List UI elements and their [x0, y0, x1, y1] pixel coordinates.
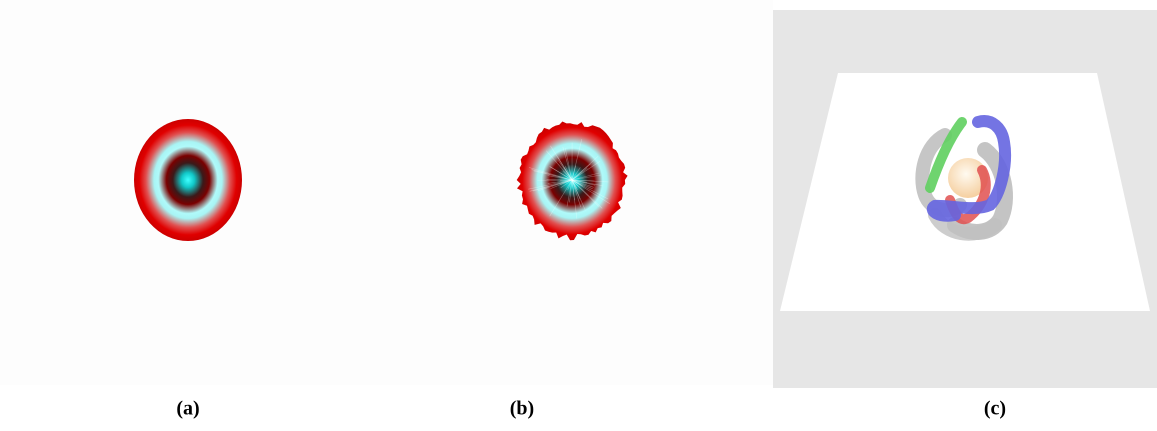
noise-ray	[549, 179, 573, 217]
noise-ray	[571, 179, 603, 209]
noise-ray	[571, 179, 581, 200]
noise-ray	[571, 165, 576, 181]
noise-ray	[550, 166, 573, 181]
noise-ray	[571, 174, 602, 181]
noise-ray	[565, 148, 573, 181]
noise-ray	[571, 179, 578, 189]
noise-ray	[528, 179, 573, 190]
knot	[915, 115, 1013, 241]
noise-ray	[550, 179, 573, 189]
noise-ray	[547, 175, 573, 181]
noise-ray	[571, 179, 593, 190]
noise-ray	[571, 139, 583, 181]
noise-ray	[571, 179, 596, 186]
noise-ray	[562, 146, 573, 181]
noise-ray	[571, 163, 591, 181]
noise-ray	[532, 179, 573, 192]
caption-b: (b)	[510, 398, 534, 420]
noise-ray	[537, 179, 573, 192]
noise-ray	[562, 170, 573, 181]
noise-ray	[531, 169, 573, 181]
noise-ray	[571, 179, 578, 219]
noise-ray	[571, 156, 599, 181]
noise-ray	[566, 179, 573, 207]
noise-ray	[571, 179, 582, 208]
noise-ray	[571, 179, 594, 188]
noise-ray	[567, 179, 573, 191]
noise-ray	[571, 179, 578, 191]
noise-ray	[564, 165, 573, 181]
noise-ray	[557, 156, 573, 181]
noise-ray	[571, 179, 588, 183]
noise-ray	[558, 160, 573, 181]
noise-ray	[571, 167, 581, 181]
noise-ray	[560, 179, 573, 185]
noise-ray	[529, 179, 573, 192]
noise-ray	[571, 179, 586, 211]
noise-ray	[560, 179, 573, 189]
noise-ray	[571, 179, 583, 187]
ring-pattern-noisy	[516, 121, 628, 241]
noise-ray	[563, 166, 573, 181]
noise-ray	[571, 179, 610, 205]
noise-rays	[528, 139, 610, 219]
noise-ray	[549, 165, 573, 181]
noise-ray	[571, 161, 601, 181]
noise-ray	[571, 179, 582, 186]
caption-c: (c)	[984, 398, 1006, 420]
noise-ray	[550, 145, 573, 181]
noise-ray	[571, 179, 609, 183]
noise-ray	[571, 168, 588, 181]
noise-ray	[571, 179, 599, 207]
noise-ray	[571, 179, 609, 200]
noise-ray	[571, 179, 595, 182]
noise-ray	[537, 179, 573, 181]
noise-ray	[571, 172, 600, 181]
noise-ray	[529, 167, 573, 181]
caption-a: (a)	[176, 398, 199, 420]
ring-pattern	[134, 119, 242, 241]
noise-ray	[545, 150, 573, 181]
noise-ray	[569, 179, 573, 203]
noise-ray	[571, 179, 575, 201]
noise-ray	[533, 170, 573, 181]
noise-ray	[571, 179, 603, 186]
noise-ray	[547, 179, 573, 184]
